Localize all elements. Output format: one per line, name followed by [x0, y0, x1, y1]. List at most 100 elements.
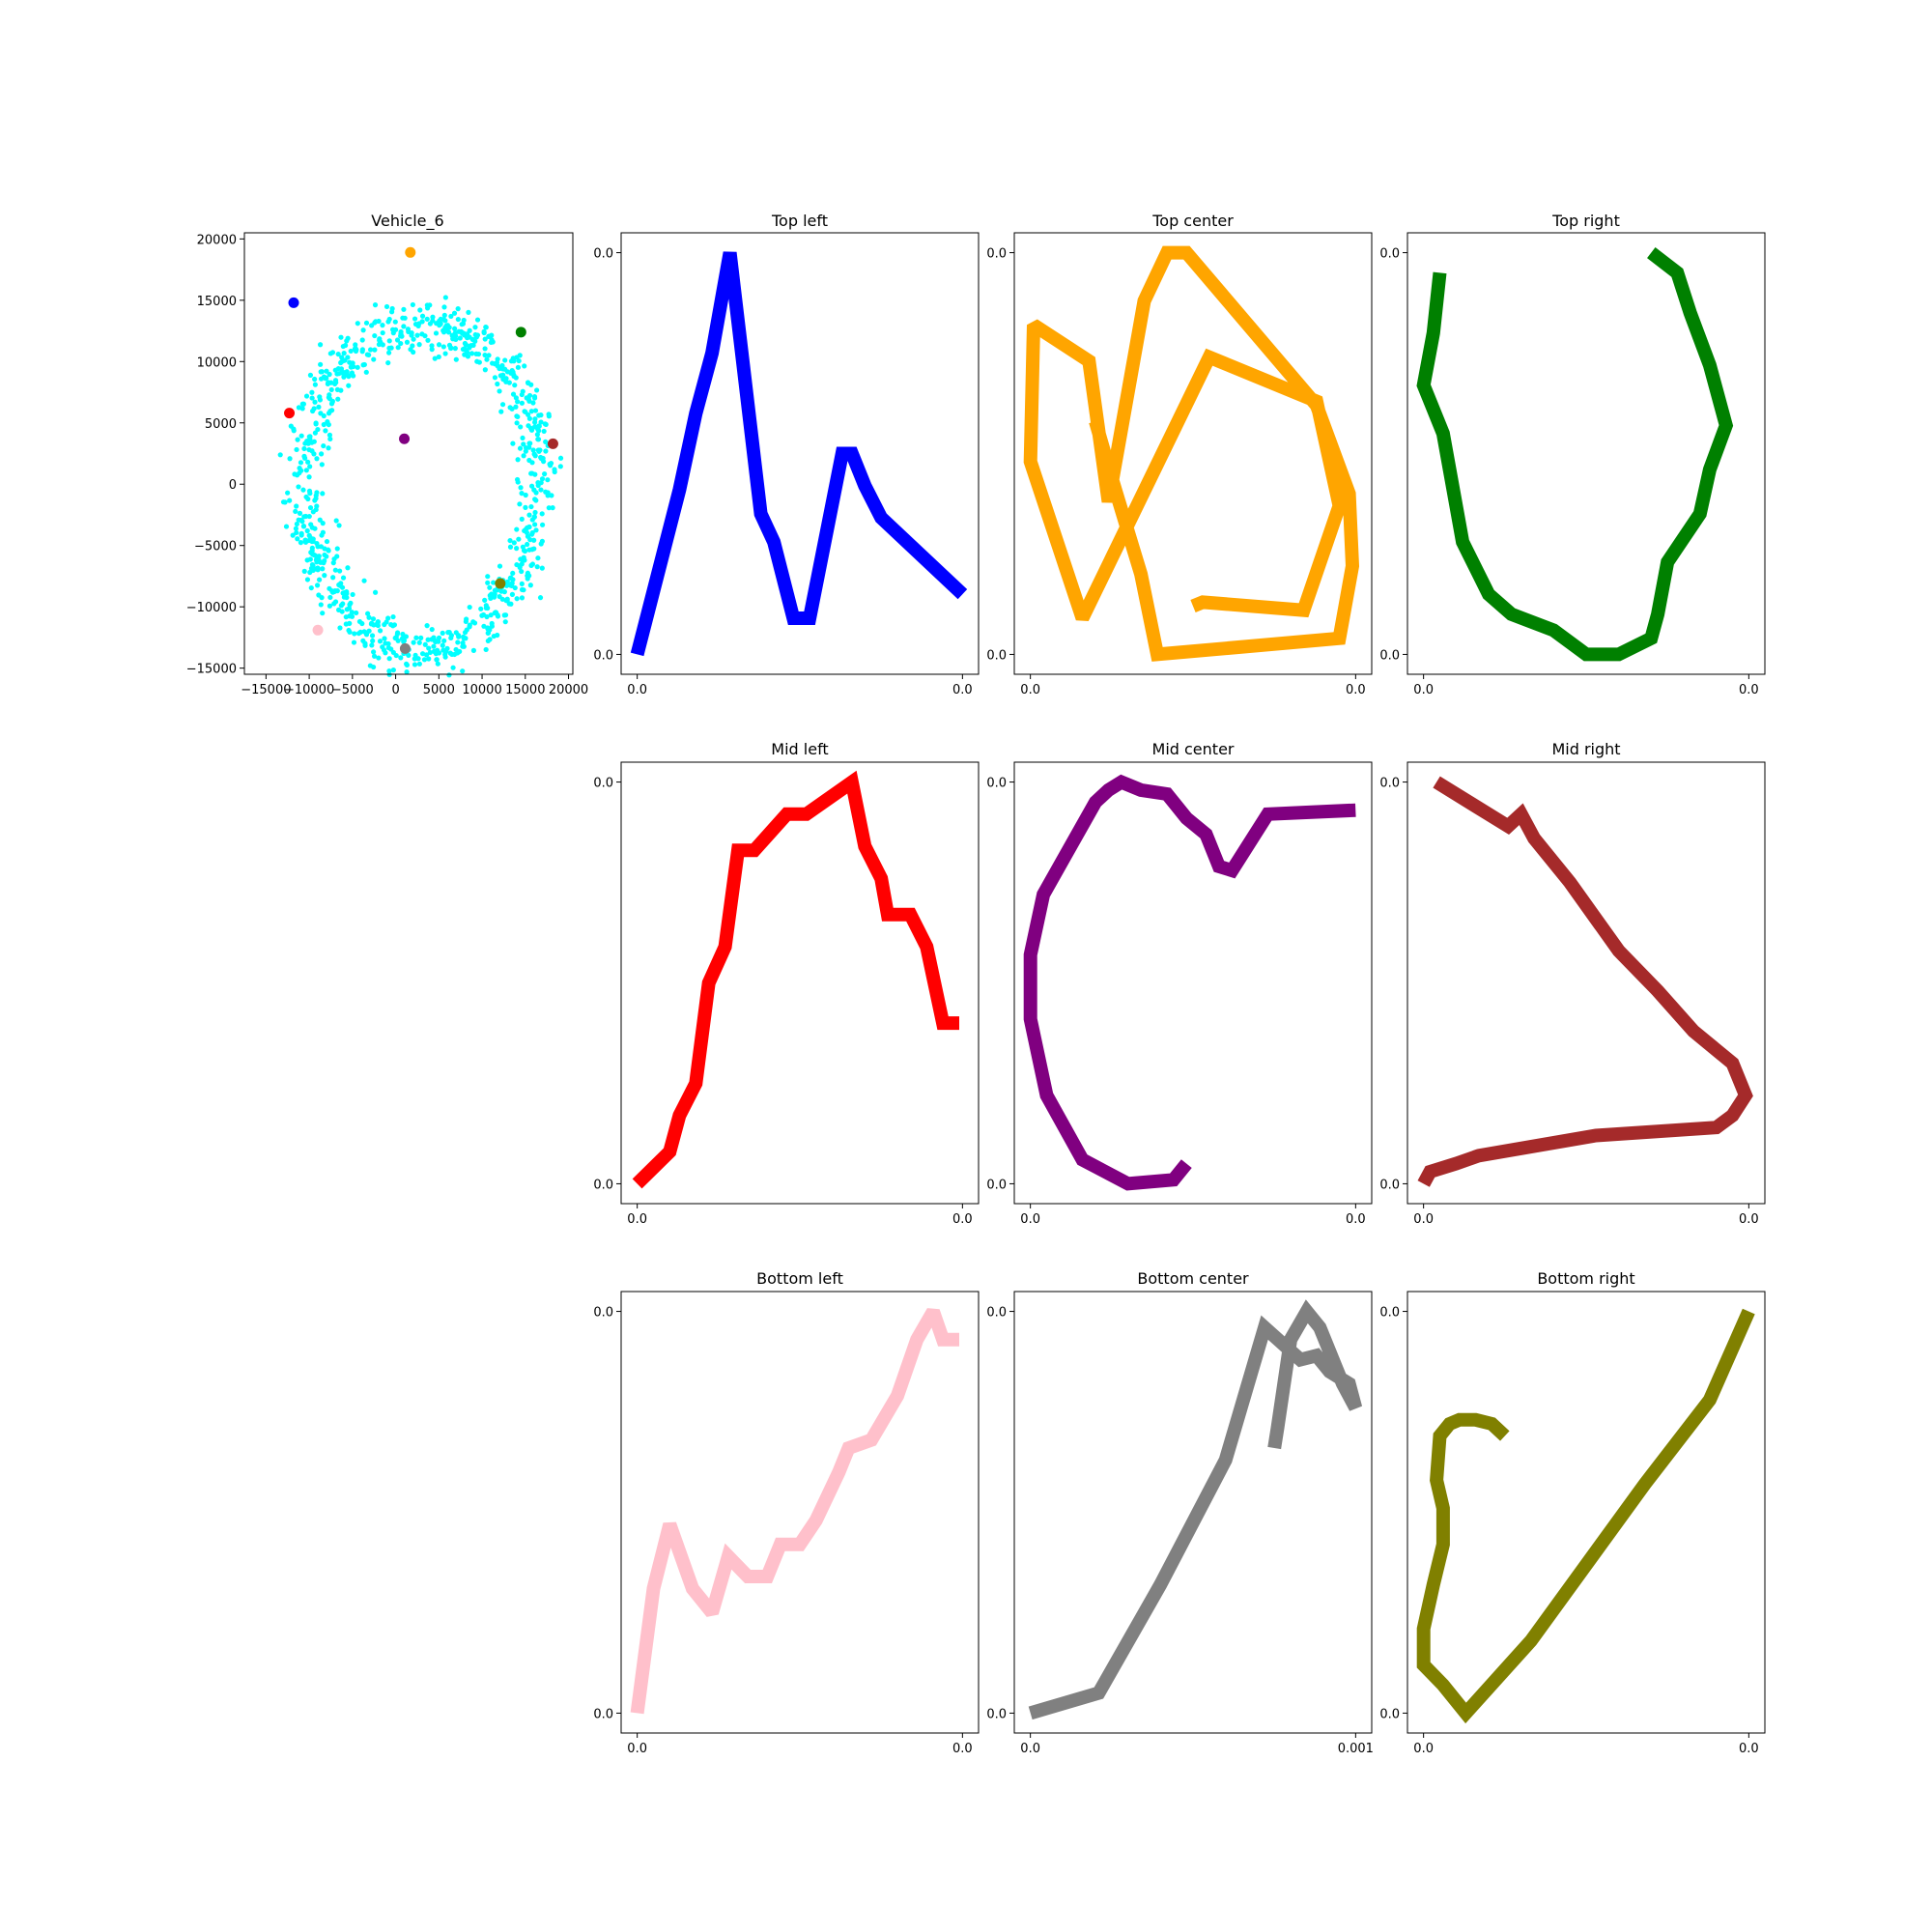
scatter-point: [317, 397, 324, 403]
scatter-point: [499, 362, 505, 369]
scatter-point: [464, 627, 469, 633]
scatter-point: [300, 524, 307, 529]
scatter-point: [546, 412, 552, 417]
scatter-point: [507, 582, 513, 588]
scatter-point: [531, 537, 537, 543]
scatter-point: [455, 639, 461, 645]
scatter-point: [415, 656, 421, 662]
scatter-point: [375, 622, 381, 629]
scatter-point: [440, 642, 445, 648]
scatter-point: [507, 544, 514, 550]
scatter-point: [441, 312, 447, 318]
scatter-point: [321, 412, 327, 419]
scatter-point: [321, 442, 327, 449]
series-line: [1416, 247, 1734, 662]
scatter-point: [446, 672, 452, 678]
scatter-point: [441, 304, 447, 310]
scatter-point: [531, 546, 537, 552]
title-top-right: Top right: [1551, 212, 1620, 230]
scatter-point: [332, 599, 339, 605]
scatter-point: [462, 340, 468, 347]
scatter-point: [416, 639, 422, 645]
scatter-point: [472, 325, 478, 330]
y-tick-label: 15000: [197, 295, 237, 309]
scatter-point: [488, 612, 494, 618]
scatter-point: [507, 537, 513, 544]
scatter-point: [390, 623, 396, 629]
scatter-point: [385, 359, 391, 366]
scatter-point: [302, 440, 308, 446]
scatter-point: [526, 440, 532, 446]
scatter-point: [536, 423, 542, 429]
scatter-point: [534, 564, 540, 570]
scatter-point: [312, 497, 318, 503]
scatter-point: [497, 388, 502, 394]
x-tick-label: 0.0: [1346, 1212, 1366, 1227]
scatter-point: [528, 531, 535, 537]
y-tick-label: 0.0: [1379, 1178, 1400, 1192]
scatter-point: [510, 440, 516, 446]
scatter-point: [348, 600, 354, 606]
series-line: [1028, 1299, 1363, 1720]
scatter-point: [307, 372, 314, 378]
scatter-point: [335, 351, 341, 357]
scatter-point: [521, 453, 526, 459]
scatter-point: [436, 354, 441, 360]
scatter-point: [303, 393, 310, 399]
scatter-point: [293, 526, 299, 531]
scatter-point: [532, 453, 538, 459]
series-line: [1023, 245, 1360, 662]
scatter-point: [539, 565, 545, 571]
scatter-point: [511, 373, 517, 379]
scatter-point: [418, 635, 424, 640]
scatter-point: [434, 657, 440, 663]
scatter-point: [450, 336, 456, 342]
highlight-point: [312, 624, 324, 636]
scatter-point: [440, 327, 446, 333]
scatter-point: [423, 652, 430, 658]
scatter-point: [295, 536, 300, 542]
scatter-point: [294, 446, 299, 453]
scatter-point: [459, 330, 466, 336]
scatter-point: [442, 351, 448, 356]
axis-ticks: −15000−10000−5000 0 5000 10000 15000 20000−15…: [186, 233, 588, 697]
scatter-point: [511, 540, 517, 546]
scatter-point: [514, 476, 521, 483]
scatter-point: [341, 351, 347, 356]
scatter-point: [335, 607, 342, 612]
scatter-point: [335, 396, 341, 402]
scatter-point: [531, 393, 538, 400]
scatter-point: [315, 426, 321, 433]
scatter-point: [376, 655, 382, 661]
scatter-point: [416, 342, 422, 348]
y-tick-label: 0.0: [986, 1707, 1007, 1721]
scatter-point: [327, 436, 333, 442]
series-line: [1416, 1308, 1755, 1724]
scatter-point: [523, 445, 529, 451]
scatter-point: [312, 376, 318, 383]
scatter-point: [337, 568, 343, 574]
scatter-point: [425, 637, 431, 642]
scatter-point: [520, 435, 526, 441]
scatter-point: [320, 611, 326, 616]
scatter-point: [336, 523, 342, 528]
scatter-point: [519, 491, 525, 497]
scatter-point: [427, 321, 433, 327]
scatter-point: [380, 329, 385, 336]
scatter-point: [532, 408, 539, 413]
y-tick-label: 0.0: [593, 247, 613, 262]
highlight-point: [515, 327, 526, 338]
scatter-point: [296, 484, 301, 490]
scatter-point: [531, 514, 537, 520]
highlight-point: [495, 578, 506, 589]
scatter-point: [298, 517, 304, 524]
scatter-point: [322, 558, 327, 564]
scatter-point: [488, 339, 495, 346]
y-tick-label: 20000: [197, 233, 237, 247]
scatter-point: [412, 316, 418, 322]
axes-frame: [1406, 232, 1766, 675]
scatter-point: [298, 460, 304, 466]
scatter-point: [506, 380, 512, 385]
scatter-point: [509, 369, 515, 375]
scatter-point: [382, 636, 387, 641]
